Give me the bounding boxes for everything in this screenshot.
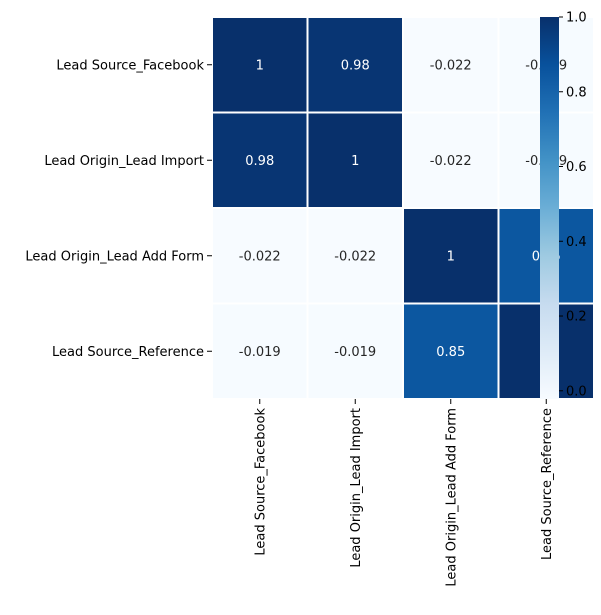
colorbar-tick-label-4: 0.8 (566, 85, 587, 100)
cell-value-r2-c0: -0.022 (239, 249, 281, 264)
row-label-lead-origin-lead-add-form: Lead Origin_Lead Add Form (25, 249, 204, 264)
heatmap-cell-r3-c1 (306, 302, 404, 400)
cell-value-r0-c2: -0.022 (430, 58, 472, 73)
colorbar-tick-label-3: 0.6 (566, 160, 587, 175)
heatmap-col-labels: Lead Source_Facebook Lead Origin_Lead Imp… (253, 399, 555, 587)
heatmap-cell-r0-c2 (402, 16, 500, 114)
col-label-lead-source-facebook: Lead Source_Facebook (253, 408, 268, 556)
row-label-lead-source-facebook: Lead Source_Facebook (56, 58, 204, 73)
row-label-lead-origin-lead-import: Lead Origin_Lead Import (44, 154, 204, 169)
cell-value-r3-c2: 0.85 (436, 345, 465, 360)
col-label-lead-source-reference: Lead Source_Reference (540, 408, 555, 560)
heatmap-cell-r0-c1 (306, 16, 404, 114)
col-label-lead-origin-lead-add-form: Lead Origin_Lead Add Form (444, 408, 459, 587)
cell-value-r2-c2: 1 (447, 249, 455, 264)
heatmap-cell-r2-c1 (306, 207, 404, 305)
colorbar-tick-label-1: 0.2 (566, 310, 587, 325)
cell-value-r1-c0: 0.98 (245, 154, 274, 169)
colorbar-tick-label-2: 0.4 (566, 235, 587, 250)
cell-value-r3-c0: -0.019 (239, 345, 281, 360)
col-label-lead-origin-lead-import: Lead Origin_Lead Import (349, 408, 364, 568)
heatmap-cell-r0-c0 (211, 16, 309, 114)
colorbar-tick-label-5: 1.0 (566, 11, 587, 26)
cell-value-r3-c1: -0.019 (334, 345, 376, 360)
heatmap-cells (211, 16, 595, 400)
row-label-lead-source-reference: Lead Source_Reference (52, 345, 204, 360)
colorbar-gradient (540, 17, 559, 399)
colorbar: 0.0 0.2 0.4 0.6 0.8 1.0 (540, 11, 587, 399)
cell-value-r1-c2: -0.022 (430, 154, 472, 169)
cell-value-r1-c1: 1 (351, 154, 359, 169)
colorbar-tick-label-0: 0.0 (566, 384, 587, 399)
cell-value-r0-c1: 0.98 (341, 58, 370, 73)
heatmap-row-labels: Lead Source_Facebook Lead Origin_Lead Imp… (25, 58, 212, 360)
cell-value-r0-c0: 1 (256, 58, 264, 73)
cell-value-r2-c1: -0.022 (334, 249, 376, 264)
heatmap-cell-r1-c1 (306, 111, 404, 209)
